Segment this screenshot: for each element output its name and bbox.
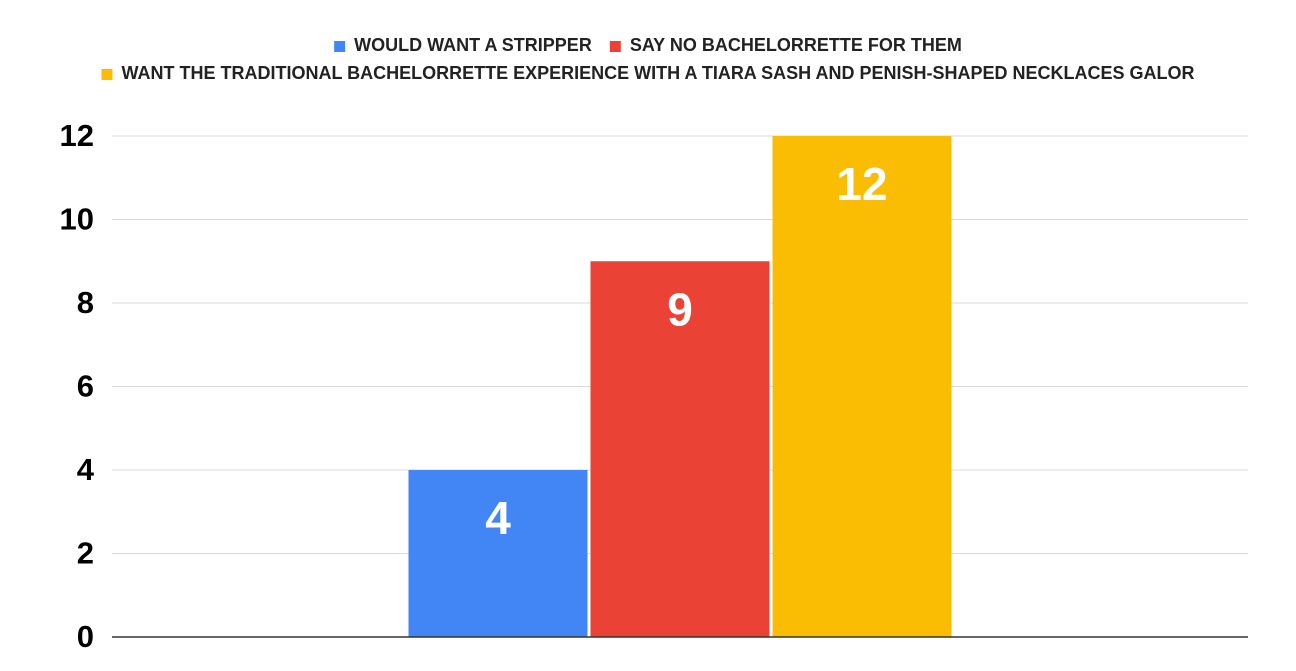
legend-label: WANT THE TRADITIONAL BACHELORRETTE EXPER… <box>121 63 1194 83</box>
bar <box>408 470 588 637</box>
legend-swatch <box>609 41 621 52</box>
y-tick-label: 0 <box>77 619 94 654</box>
legend-label: WOULD WANT A STRIPPER <box>354 35 592 55</box>
legend-swatch <box>334 41 346 52</box>
legend-label: SAY NO BACHELORRETTE FOR THEM <box>630 35 962 55</box>
value-label: 9 <box>667 283 693 335</box>
legend-swatch <box>101 69 113 80</box>
y-tick-label: 6 <box>77 369 94 404</box>
y-tick-label: 8 <box>77 285 94 320</box>
bar <box>772 136 952 637</box>
bar <box>590 261 770 637</box>
y-tick-label: 4 <box>77 452 95 487</box>
y-tick-label: 10 <box>60 202 94 237</box>
y-tick-label: 2 <box>77 536 94 571</box>
value-label: 12 <box>836 158 887 210</box>
value-label: 4 <box>485 492 511 544</box>
y-tick-label: 12 <box>60 118 94 153</box>
